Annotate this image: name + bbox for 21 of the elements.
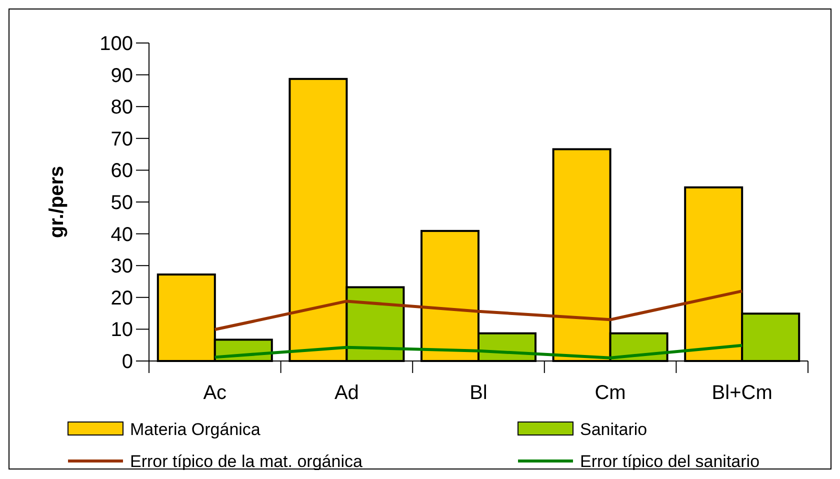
x-tick-label: Ad <box>334 382 359 404</box>
y-tick-label: 0 <box>122 351 133 373</box>
x-tick-label: Ac <box>203 382 227 404</box>
y-tick-label: 10 <box>110 319 133 342</box>
y-tick-label: 100 <box>100 33 133 55</box>
x-tick-label: Cm <box>594 382 626 404</box>
y-axis-title: gr./pers <box>46 166 68 238</box>
x-tick-label: Bl+Cm <box>712 382 772 404</box>
y-tick-label: 60 <box>110 160 133 182</box>
legend-label: Sanitario <box>580 420 648 439</box>
y-tick-label: 70 <box>110 128 133 150</box>
y-tick-label: 20 <box>110 287 133 310</box>
x-tick-label: Bl <box>470 382 488 404</box>
y-tick-label: 50 <box>110 192 133 214</box>
y-tick-label: 90 <box>110 64 133 87</box>
legend-label: Materia Orgánica <box>130 420 261 439</box>
y-tick-label: 30 <box>110 256 133 278</box>
y-tick-label: 80 <box>110 96 133 119</box>
line-series <box>213 290 744 332</box>
line-series <box>213 344 744 360</box>
y-tick-label: 40 <box>110 224 133 246</box>
